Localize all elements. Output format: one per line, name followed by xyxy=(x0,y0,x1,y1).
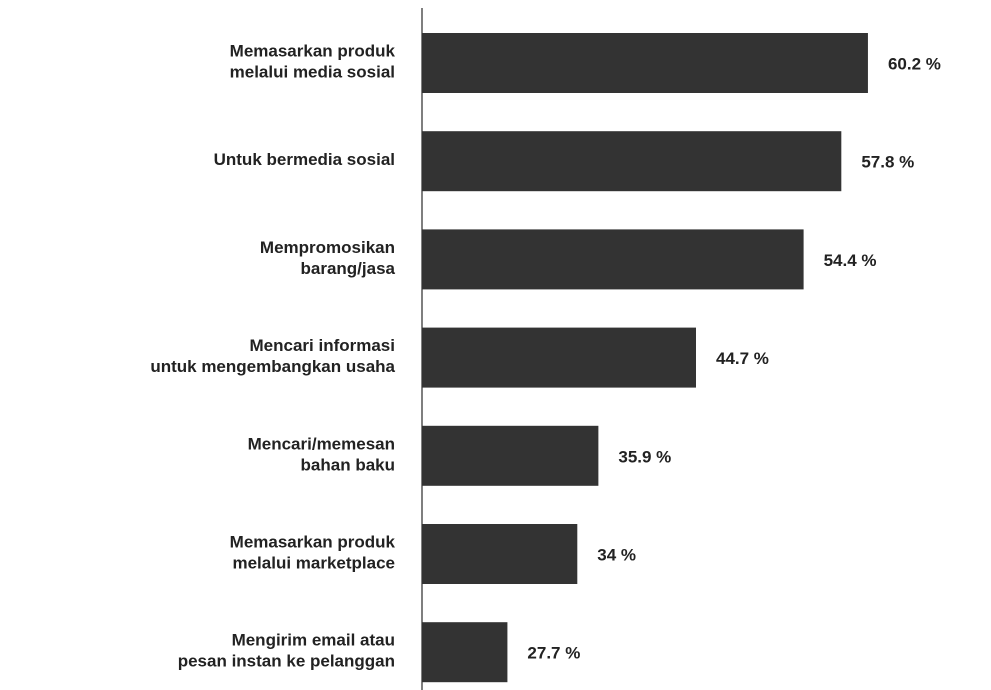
bar xyxy=(422,131,842,192)
bar xyxy=(422,33,868,93)
category-label: Mempromosikan barang/jasa xyxy=(260,238,396,278)
category-label: Untuk bermedia sosial xyxy=(214,151,395,170)
value-label: 34 % xyxy=(597,545,636,564)
value-label: 35.9 % xyxy=(618,447,671,466)
bar xyxy=(422,425,599,486)
category-label: Mencari informasi untuk mengembangkan usa… xyxy=(150,337,395,377)
category-label: Mencari/memesan bahan baku xyxy=(248,435,395,475)
bar xyxy=(422,229,804,290)
value-label: 27.7 % xyxy=(527,644,580,663)
bar xyxy=(422,524,578,584)
value-label: 60.2 % xyxy=(888,54,941,73)
bar xyxy=(422,327,696,388)
category-label: Mengirim email atau pesan instan ke pelan… xyxy=(178,631,395,671)
value-label: 54.4 % xyxy=(824,251,877,270)
category-label: Memasarkan produk melalui marketplace xyxy=(230,533,396,573)
value-label: 57.8 % xyxy=(861,153,914,172)
bar xyxy=(422,622,508,683)
category-label: Memasarkan produk melalui media sosial xyxy=(230,42,396,82)
value-label: 44.7 % xyxy=(716,349,769,368)
